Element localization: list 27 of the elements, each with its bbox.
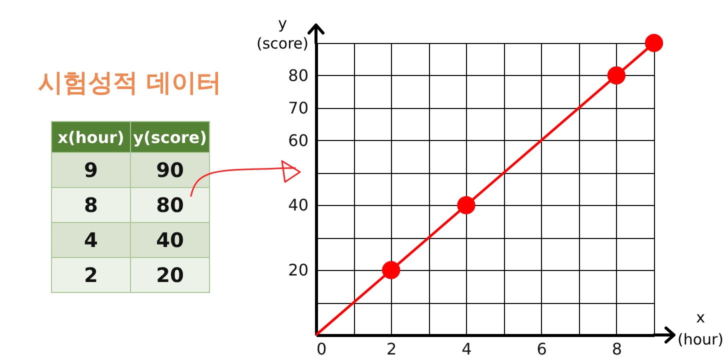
x-tick-label: 4 xyxy=(462,340,472,358)
text: 4 xyxy=(52,222,130,258)
x-axis-title: x (hour) xyxy=(677,308,724,348)
y-tick-label: 80 xyxy=(288,66,308,85)
text: 20 xyxy=(130,258,210,292)
text: 90 xyxy=(130,152,210,188)
y-tick-label: 60 xyxy=(288,130,308,150)
text: 40 xyxy=(130,222,210,258)
text: 시험성적 데이터 xyxy=(38,67,223,99)
text: 80 xyxy=(130,188,210,222)
y-axis-title: y (score) xyxy=(256,14,309,52)
y-tick-label: 70 xyxy=(288,98,308,118)
text: 9 xyxy=(52,152,130,188)
point xyxy=(382,261,400,280)
text: x(hour) xyxy=(52,122,130,152)
y-tick-label: 20 xyxy=(288,260,308,280)
point xyxy=(644,34,664,52)
point xyxy=(457,196,476,214)
text: 2 xyxy=(52,258,130,292)
point xyxy=(607,66,626,85)
text: y(score) xyxy=(130,122,210,152)
y-tick-label: 40 xyxy=(288,196,308,215)
x-tick-label: 2 xyxy=(386,340,397,358)
text: 8 xyxy=(52,188,130,222)
x-tick-label: 0 xyxy=(316,340,327,358)
x-tick-label: 8 xyxy=(612,340,622,358)
x-tick-label: 6 xyxy=(536,340,547,358)
